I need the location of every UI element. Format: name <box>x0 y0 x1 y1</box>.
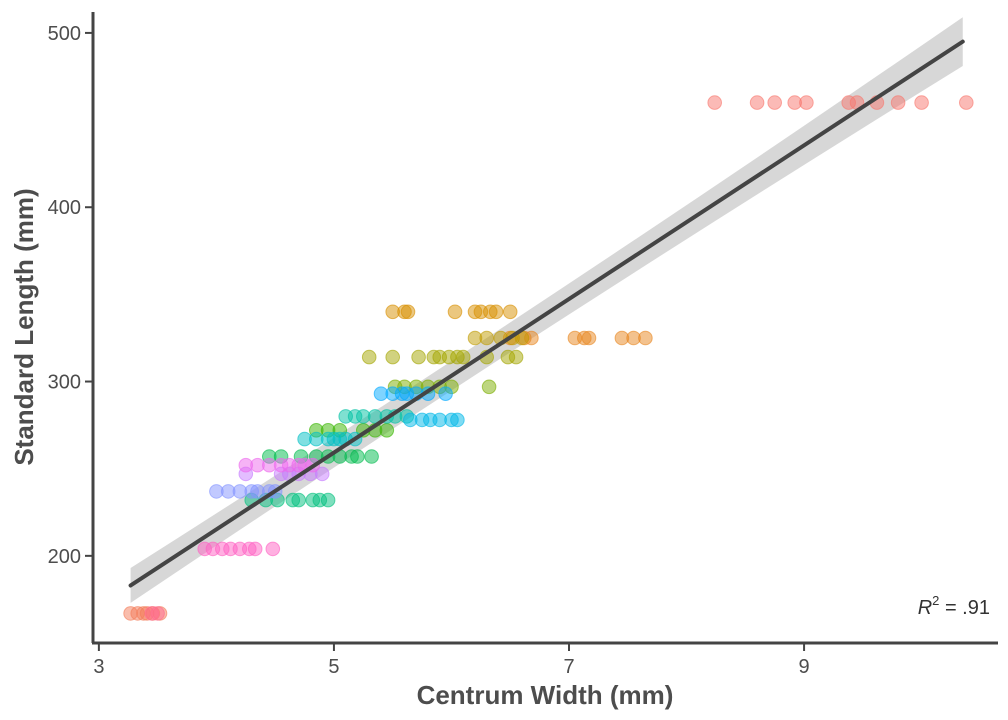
data-point <box>265 541 281 557</box>
data-point <box>959 95 974 110</box>
data-point <box>361 349 377 365</box>
data-point <box>581 330 597 346</box>
regression-line <box>128 39 965 588</box>
y-tick-label: 300 <box>48 372 81 394</box>
data-point <box>350 449 365 464</box>
data-point <box>400 304 416 320</box>
data-point <box>707 95 723 110</box>
data-point <box>488 304 504 320</box>
y-tick-label: 400 <box>48 197 81 219</box>
confidence-band <box>130 17 963 603</box>
data-point <box>914 95 929 110</box>
data-point <box>638 330 653 346</box>
data-point <box>364 449 379 464</box>
data-point <box>150 606 165 621</box>
data-point <box>247 541 263 557</box>
data-point <box>799 95 814 110</box>
points-layer <box>123 95 974 621</box>
regression-line-layer <box>128 39 965 588</box>
data-point <box>411 349 426 365</box>
regression-band-layer <box>130 17 963 603</box>
tick-layer: 3 5 7 9 200 300 400 500 <box>48 23 810 678</box>
y-tick-label: 500 <box>48 23 81 45</box>
data-point <box>890 95 906 110</box>
data-point <box>450 412 465 428</box>
x-axis-title: Centrum Width (mm) <box>417 680 674 710</box>
r-squared-value: = .91 <box>939 597 990 619</box>
data-point <box>385 349 401 365</box>
data-point <box>479 330 495 346</box>
data-point <box>481 379 497 395</box>
x-tick-label: 9 <box>799 656 810 678</box>
x-tick-label: 3 <box>93 656 104 678</box>
data-point <box>749 95 765 110</box>
data-point <box>291 492 307 508</box>
data-point <box>502 304 518 320</box>
y-tick-label: 200 <box>48 546 81 568</box>
r-squared-superscript: 2 <box>932 593 939 608</box>
data-point <box>379 423 395 438</box>
x-tick-label: 7 <box>563 656 574 678</box>
data-point <box>320 492 336 508</box>
data-point <box>447 304 463 320</box>
data-point <box>767 95 783 110</box>
data-point <box>314 466 330 482</box>
y-axis-title: Standard Length (mm) <box>9 188 39 465</box>
r-squared-annotation: R2 = .91 <box>918 593 990 619</box>
data-point <box>438 386 453 402</box>
x-tick-label: 5 <box>328 656 339 678</box>
data-point <box>455 349 471 365</box>
data-point <box>508 349 524 365</box>
r-squared-label: R <box>918 597 932 619</box>
